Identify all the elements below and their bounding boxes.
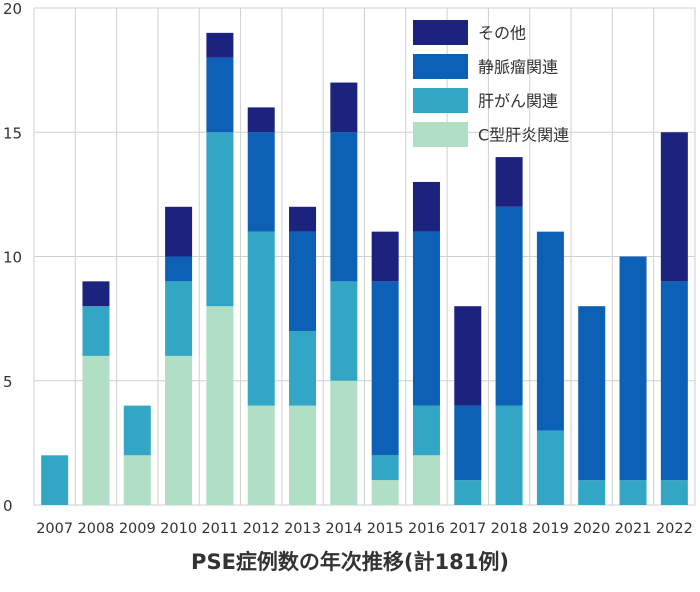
bar-segment [371,231,399,282]
y-tick-label: 5 [3,373,13,391]
bar-segment [82,281,110,307]
bar-segment [371,281,399,456]
x-tick-label: 2015 [367,521,404,537]
bar-segment [412,181,440,232]
x-tick-label: 2021 [615,521,652,537]
bar-segment [536,430,564,505]
bar-segment [660,480,688,505]
bar-segment [412,231,440,406]
bar-segment [412,455,440,505]
bar-segment [206,57,234,133]
legend-swatch [413,122,468,147]
bar-segment [247,231,275,406]
x-tick-label: 2012 [243,521,280,537]
legend-swatch [413,54,468,79]
x-tick-label: 2013 [284,521,321,537]
y-tick-label: 20 [3,0,22,18]
bar-segment [123,405,151,456]
x-tick-label: 2019 [532,521,569,537]
bar-segment [660,281,688,481]
bar-segment [289,405,317,505]
x-tick-label: 2008 [78,521,115,537]
bar-segment [619,256,647,481]
bar-segment [289,231,317,332]
bar-segment [619,480,647,505]
bar-segment [371,455,399,481]
bar-segment [495,206,523,406]
bar-segment [330,380,358,505]
x-tick-label: 2017 [449,521,486,537]
x-tick-label: 2009 [119,521,156,537]
bar-segment [412,405,440,456]
y-tick-label: 0 [3,497,13,515]
bar-segment [206,132,234,307]
bar-segment [330,82,358,133]
bar-segment [454,480,482,505]
bar-segment [454,405,482,481]
bar-segment [206,306,234,505]
chart-title: PSE症例数の年次推移(計181例) [191,550,509,574]
x-tick-label: 2010 [160,521,197,537]
bar-segment [123,455,151,505]
bar-segment [578,306,606,481]
y-tick-label: 15 [3,124,22,142]
x-tick-label: 2018 [491,521,528,537]
bar-segment [247,107,275,133]
bar-segment [289,206,317,232]
bar-segment [165,355,193,505]
legend-swatch [413,88,468,113]
bar-segment [330,281,358,381]
bar-segment [330,132,358,282]
bar-segment [495,157,523,207]
legend-label: その他 [478,24,526,43]
legend-label: 肝がん関連 [478,92,558,111]
bar-segment [82,306,110,356]
x-tick-label: 2016 [408,521,445,537]
bar-segment [495,405,523,505]
x-tick-label: 2020 [573,521,610,537]
x-tick-label: 2014 [325,521,362,537]
legend-label: 静脈瘤関連 [478,58,558,77]
bar-segment [41,455,69,505]
bar-segment [82,355,110,505]
bar-segment [289,331,317,406]
bar-segment [536,231,564,431]
legend-swatch [413,20,468,45]
bar-segment [660,132,688,282]
bar-segment [247,405,275,505]
bar-segment [165,256,193,282]
x-tick-label: 2007 [36,521,73,537]
y-tick-label: 10 [3,249,22,267]
bar-segment [165,206,193,257]
bar-segment [247,132,275,232]
bar-segment [454,306,482,406]
bar-segment [371,480,399,505]
bar-segment [578,480,606,505]
bar-segment [165,281,193,356]
legend-label: C型肝炎関連 [478,126,569,145]
x-tick-label: 2022 [656,521,693,537]
x-tick-label: 2011 [201,521,238,537]
bar-segment [206,32,234,58]
